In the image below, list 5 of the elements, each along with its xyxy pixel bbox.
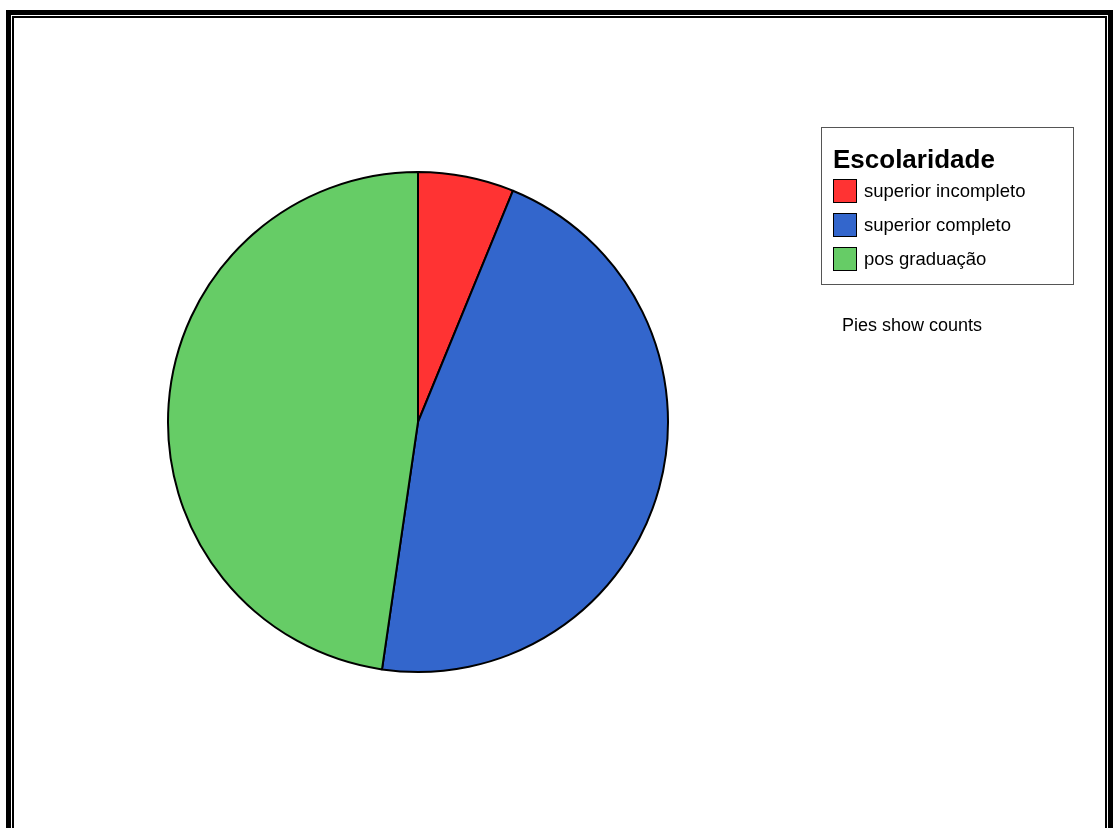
legend-title: Escolaridade <box>833 144 996 174</box>
legend-label: superior incompleto <box>864 180 1026 202</box>
text: Pies show counts <box>842 315 983 336</box>
legend-label: pos graduação <box>864 248 987 270</box>
legend-label: superior completo <box>864 214 1012 236</box>
